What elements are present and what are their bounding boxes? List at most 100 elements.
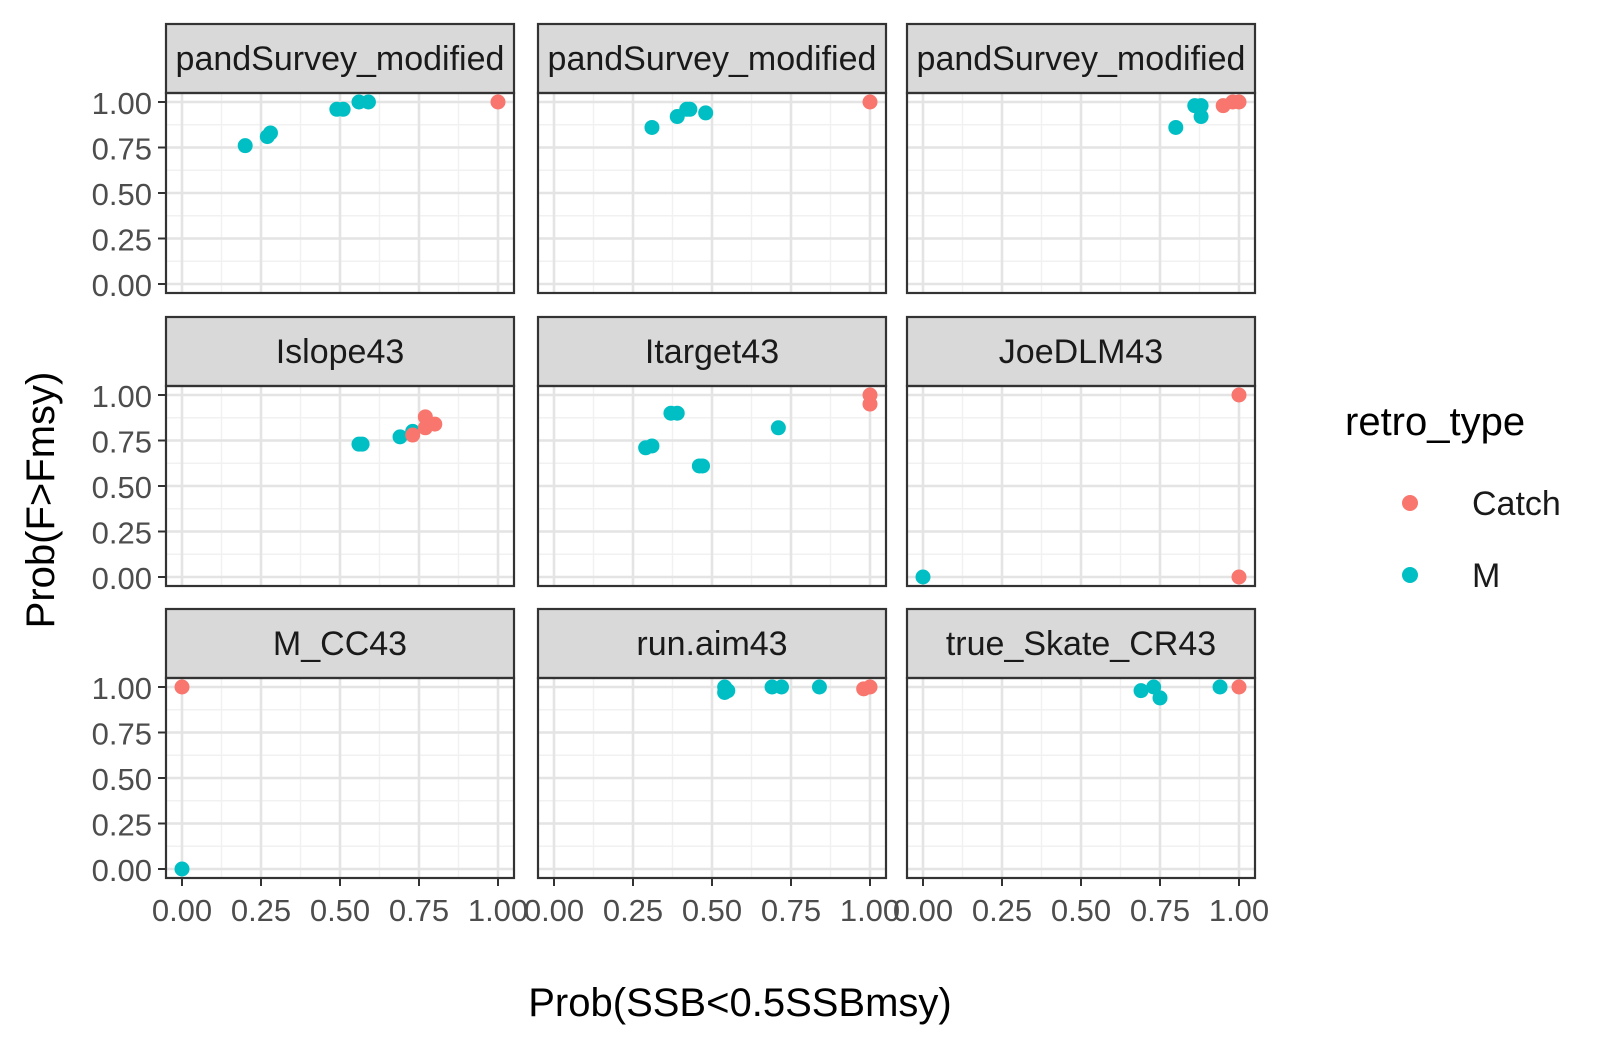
y-tick-label: 0.75 xyxy=(92,717,152,752)
point-catch xyxy=(405,427,421,443)
strip-background xyxy=(905,22,1257,95)
y-tick-label: 0.25 xyxy=(92,808,152,843)
point-m xyxy=(354,436,370,452)
panels-layer: pandSurvey_modified 0.00 0.25 0.50 0.75 1.00 p… xyxy=(92,22,1269,928)
y-tick-label: 0.25 xyxy=(92,223,152,258)
panel-4: Islope43 0.00 0.25 0.50 0.75 1.00 xyxy=(92,315,516,596)
y-tick-label: 0.75 xyxy=(92,132,152,167)
strip-label: pandSurvey_modified xyxy=(917,40,1246,78)
legend-title: retro_type xyxy=(1345,400,1525,444)
y-tick-label: 0.75 xyxy=(92,425,152,460)
panel-8: run.aim43 0.00 0.25 0.50 0.75 1.00 xyxy=(524,607,900,928)
legend-swatch xyxy=(1402,567,1418,583)
strip-background xyxy=(536,315,888,388)
strip-background xyxy=(536,22,888,95)
strip-label: run.aim43 xyxy=(636,625,787,663)
legend-swatch xyxy=(1402,495,1418,511)
point-m xyxy=(682,101,698,117)
point-m xyxy=(1212,679,1228,695)
y-tick-label: 1.00 xyxy=(92,379,152,414)
point-catch xyxy=(862,396,878,412)
panel-6: JoeDLM43 xyxy=(905,315,1257,588)
strip-label: M_CC43 xyxy=(273,625,407,663)
x-tick-label: 1.00 xyxy=(468,893,528,928)
x-tick-label: 1.00 xyxy=(1209,893,1269,928)
point-m xyxy=(174,861,190,877)
x-tick-label: 1.00 xyxy=(840,893,900,928)
panel-border xyxy=(905,384,1257,588)
strip-label: pandSurvey_modified xyxy=(176,40,505,78)
x-tick-label: 0.25 xyxy=(972,893,1032,928)
x-tick-label: 0.25 xyxy=(603,893,663,928)
legend-label: M xyxy=(1472,557,1500,595)
strip-background xyxy=(164,315,516,388)
x-tick-label: 0.50 xyxy=(310,893,370,928)
y-tick-label: 0.00 xyxy=(92,561,152,596)
legend-items: Catch M xyxy=(1402,485,1561,595)
point-catch xyxy=(862,94,878,110)
point-m xyxy=(1152,690,1168,706)
strip-background xyxy=(164,22,516,95)
strip-label: pandSurvey_modified xyxy=(548,40,877,78)
point-catch xyxy=(427,416,443,432)
point-m xyxy=(1168,119,1184,135)
x-tick-label: 0.75 xyxy=(1130,893,1190,928)
point-catch xyxy=(862,679,878,695)
y-tick-label: 0.50 xyxy=(92,177,152,212)
point-m xyxy=(1133,683,1149,699)
y-tick-label: 0.50 xyxy=(92,470,152,505)
panel-border xyxy=(536,91,888,295)
point-catch xyxy=(490,94,506,110)
point-m xyxy=(669,405,685,421)
strip-background xyxy=(905,607,1257,680)
point-m xyxy=(392,429,408,445)
point-m xyxy=(1193,109,1209,125)
y-tick-label: 1.00 xyxy=(92,86,152,121)
legend-label: Catch xyxy=(1472,485,1561,523)
legend: retro_type Catch M xyxy=(1345,400,1561,595)
point-m xyxy=(1146,679,1162,695)
panel-border xyxy=(536,384,888,588)
strip-label: JoeDLM43 xyxy=(999,333,1163,371)
panel-9: true_Skate_CR43 0.00 0.25 0.50 0.75 1.00 xyxy=(893,607,1269,928)
x-axis-title: Prob(SSB<0.5SSBmsy) xyxy=(528,981,952,1025)
x-tick-label: 0.75 xyxy=(389,893,449,928)
point-m xyxy=(770,420,786,436)
point-catch xyxy=(1231,569,1247,585)
legend-item-catch: Catch xyxy=(1402,485,1561,523)
point-m xyxy=(335,101,351,117)
point-m xyxy=(915,569,931,585)
x-tick-label: 0.00 xyxy=(152,893,212,928)
panel-7: M_CC43 0.00 0.25 0.50 0.75 1.00 0.00 0.25 0.50 0.… xyxy=(92,607,528,928)
point-catch xyxy=(1231,387,1247,403)
y-tick-label: 0.00 xyxy=(92,853,152,888)
x-tick-label: 0.50 xyxy=(1051,893,1111,928)
panel-5: Itarget43 xyxy=(536,315,888,588)
strip-background xyxy=(905,315,1257,388)
x-tick-label: 0.00 xyxy=(524,893,584,928)
point-m xyxy=(695,458,711,474)
y-tick-label: 0.25 xyxy=(92,516,152,551)
point-m xyxy=(1193,98,1209,114)
panel-border xyxy=(905,91,1257,295)
y-tick-label: 0.00 xyxy=(92,268,152,303)
strip-label: Islope43 xyxy=(276,333,405,371)
panel-3: pandSurvey_modified xyxy=(905,22,1257,295)
point-m xyxy=(262,125,278,141)
y-axis-title: Prob(F>Fmsy) xyxy=(19,372,63,629)
y-tick-label: 1.00 xyxy=(92,671,152,706)
point-m xyxy=(720,683,736,699)
point-catch xyxy=(174,679,190,695)
y-tick-label: 0.50 xyxy=(92,762,152,797)
legend-item-m: M xyxy=(1402,557,1500,595)
x-tick-label: 0.75 xyxy=(761,893,821,928)
x-tick-label: 0.25 xyxy=(231,893,291,928)
point-catch xyxy=(1231,679,1247,695)
point-m xyxy=(644,119,660,135)
point-catch xyxy=(1231,94,1247,110)
strip-label: true_Skate_CR43 xyxy=(946,625,1216,663)
x-tick-label: 0.00 xyxy=(893,893,953,928)
x-tick-label: 0.50 xyxy=(682,893,742,928)
strip-background xyxy=(536,607,888,680)
